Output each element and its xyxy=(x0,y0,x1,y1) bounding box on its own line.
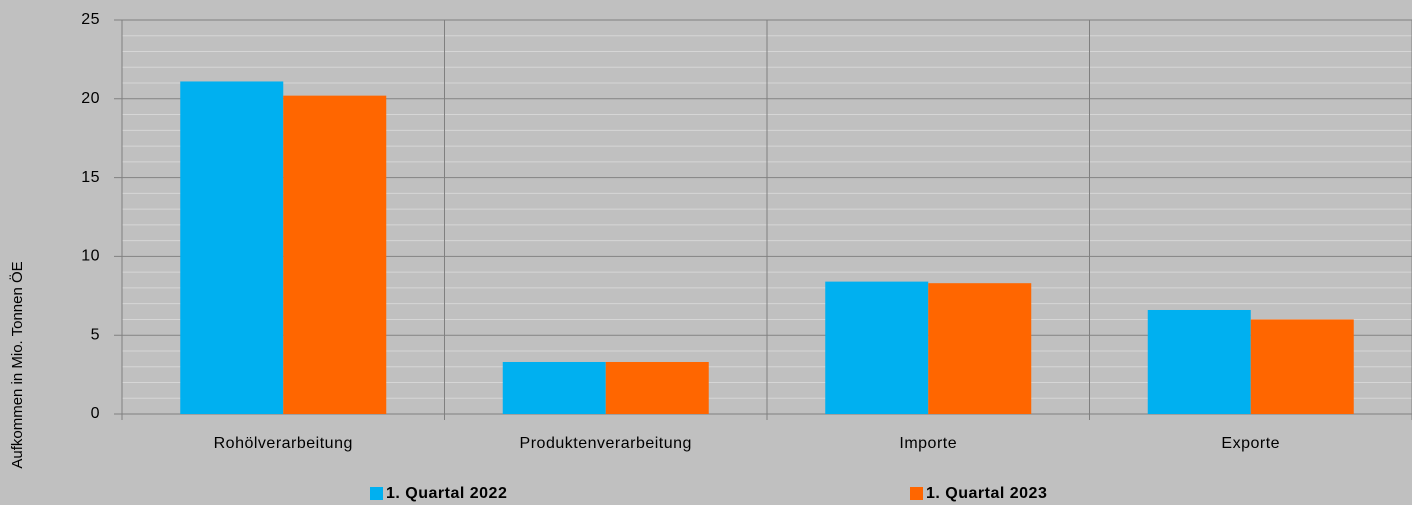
bar xyxy=(1147,309,1251,414)
x-tick-label: Rohölverarbeitung xyxy=(214,435,353,452)
x-tick-label: Produktenverarbeitung xyxy=(520,435,692,452)
y-tick-label: 10 xyxy=(81,248,100,265)
bar xyxy=(283,95,387,414)
legend-swatch xyxy=(910,487,923,500)
bar xyxy=(605,361,709,414)
y-tick-label: 0 xyxy=(91,405,100,422)
x-tick-label: Importe xyxy=(899,435,957,452)
y-tick-label: 25 xyxy=(81,11,100,28)
bar xyxy=(1250,319,1354,414)
x-tick-label: Exporte xyxy=(1221,435,1280,452)
y-tick-label: 15 xyxy=(81,169,100,186)
bar xyxy=(502,361,606,414)
bar xyxy=(928,283,1032,414)
y-axis-title: Aufkommen in Mio. Tonnen ÖE xyxy=(8,261,26,468)
legend-label: 1. Quartal 2023 xyxy=(926,485,1047,502)
bar xyxy=(180,81,284,415)
legend-label: 1. Quartal 2022 xyxy=(386,485,507,502)
legend-swatch xyxy=(370,487,383,500)
bar xyxy=(825,281,929,414)
y-tick-label: 5 xyxy=(91,326,100,343)
y-tick-label: 20 xyxy=(81,90,100,107)
